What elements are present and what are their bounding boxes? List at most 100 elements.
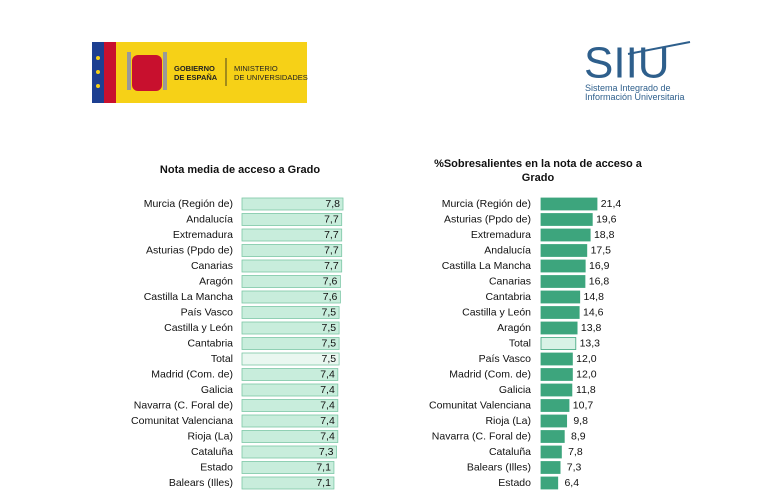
star: [96, 70, 100, 74]
chart-title: Nota media de acceso a Grado: [159, 164, 321, 176]
bar: [241, 306, 340, 319]
flag-red: [104, 42, 116, 103]
value-label: 16,8: [589, 275, 610, 287]
bar: [540, 476, 559, 490]
bar: [540, 321, 578, 335]
bar: [540, 399, 570, 412]
value-label: 7,7: [324, 213, 339, 225]
value-label: 11,8: [576, 384, 596, 396]
ministry-line: MINISTERIO: [234, 64, 278, 73]
category-label: Galicia: [499, 384, 531, 396]
category-label: Castilla y León: [462, 306, 531, 318]
gov-logo: [92, 42, 307, 103]
logo-stroke: [627, 41, 691, 55]
category-label: Madrid (Com. de): [151, 368, 233, 380]
chart-title: %Sobresalientes en la nota de acceso a G…: [434, 158, 642, 184]
logo-line: Información Universitaria: [585, 92, 685, 102]
value-label: 7,6: [323, 291, 338, 303]
bar: [241, 244, 343, 257]
bar: [241, 275, 341, 288]
gov-line: DE ESPAÑA: [174, 73, 218, 82]
star: [96, 56, 100, 60]
bar: [540, 228, 591, 242]
category-label: Aragón: [497, 322, 531, 334]
value-label: 13,3: [580, 337, 601, 349]
value-label: 16,9: [589, 260, 610, 272]
bar: [241, 259, 343, 273]
category-label: Navarra (C. Foral de): [134, 399, 233, 411]
category-label: País Vasco: [181, 306, 233, 318]
value-label: 12,0: [576, 368, 597, 380]
value-label: 7,4: [320, 384, 335, 396]
bar: [540, 290, 581, 304]
pillar: [127, 52, 131, 90]
value-label: 8,9: [571, 430, 586, 442]
value-label: 9,8: [573, 415, 588, 427]
category-label: Comunitat Valenciana: [131, 415, 233, 427]
category-label: Murcia (Región de): [442, 198, 531, 210]
bar: [540, 461, 561, 474]
bar: [241, 197, 344, 211]
value-label: 7,3: [319, 446, 334, 458]
category-label: Andalucía: [186, 213, 233, 225]
category-label: Navarra (C. Foral de): [432, 430, 531, 442]
value-label: 7,8: [568, 446, 583, 458]
category-label: Galicia: [201, 384, 233, 396]
bar: [540, 197, 598, 211]
value-label: 17,5: [591, 244, 612, 256]
value-label: 12,0: [576, 353, 597, 365]
value-label: 13,8: [581, 322, 602, 334]
bar: [241, 228, 343, 242]
value-label: 6,4: [564, 477, 579, 489]
gov-text: GOBIERNO DE ESPAÑA: [174, 64, 217, 82]
category-label: Rioja (La): [485, 415, 531, 427]
bar: [540, 430, 565, 443]
bar: [241, 414, 339, 428]
category-label: Balears (Illes): [169, 477, 233, 489]
category-label: Cataluña: [191, 446, 233, 458]
category-label: Andalucía: [484, 244, 531, 256]
gov-line: GOBIERNO: [174, 64, 215, 73]
category-label: Cataluña: [489, 446, 531, 458]
category-label: Madrid (Com. de): [449, 368, 531, 380]
value-label: 21,4: [601, 198, 622, 210]
bar: [540, 337, 577, 350]
value-label: 7,5: [322, 306, 337, 318]
value-label: 7,6: [323, 275, 338, 287]
bar: [241, 290, 341, 304]
category-label: Canarias: [489, 275, 531, 287]
value-label: 7,7: [324, 260, 339, 272]
value-label: 7,7: [324, 229, 339, 241]
ministry-text: MINISTERIO DE UNIVERSIDADES: [234, 64, 308, 82]
category-label: Castilla y León: [164, 322, 233, 334]
category-label: Total: [509, 337, 531, 349]
bar: [540, 306, 580, 319]
value-label: 7,7: [324, 244, 339, 256]
value-label: 7,5: [322, 337, 337, 349]
category-label: Castilla La Mancha: [144, 291, 233, 303]
category-label: Comunitat Valenciana: [429, 399, 531, 411]
logo-caption: Sistema Integrado de Información Universi…: [585, 84, 685, 102]
star: [96, 84, 100, 88]
category-label: Cantabria: [485, 291, 531, 303]
logo-line: Sistema Integrado de: [585, 83, 671, 93]
logo-text: SIIU: [584, 39, 670, 88]
bar: [241, 476, 335, 490]
bar: [241, 430, 339, 443]
bar: [540, 383, 573, 397]
bar: [540, 213, 593, 226]
category-label: Rioja (La): [187, 430, 233, 442]
value-label: 7,4: [320, 368, 335, 380]
category-label: País Vasco: [479, 353, 531, 365]
bar: [540, 275, 586, 288]
category-label: Asturias (Ppdo de): [146, 244, 233, 256]
bar: [241, 213, 343, 226]
category-label: Total: [211, 353, 233, 365]
bar: [241, 368, 339, 381]
ministry-line: DE UNIVERSIDADES: [234, 73, 308, 82]
bar: [540, 368, 573, 381]
value-label: 14,6: [583, 306, 604, 318]
value-label: 7,4: [320, 399, 335, 411]
